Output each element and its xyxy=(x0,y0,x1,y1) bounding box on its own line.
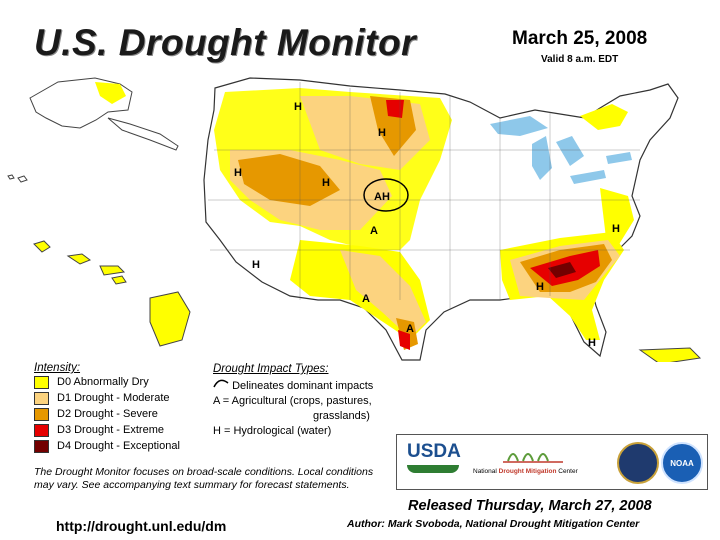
impact-label: H xyxy=(234,167,242,179)
ndmc-suffix: Center xyxy=(558,468,578,475)
legend-label: D2 Drought - Severe xyxy=(57,408,158,420)
release-date: Released Thursday, March 27, 2008 xyxy=(408,498,652,514)
impact-label: H xyxy=(588,337,596,349)
intensity-legend: Intensity: D0 Abnormally Dry D1 Drought … xyxy=(34,362,209,454)
sponsor-logos: USDA National Drought Mitigation Center … xyxy=(396,434,708,490)
ndmc-name: Drought Mitigation xyxy=(498,468,557,475)
impact-agricultural-cont: grasslands) xyxy=(313,410,370,422)
legend-item: D0 Abnormally Dry xyxy=(34,374,209,390)
usda-logo: USDA xyxy=(407,441,461,481)
puerto-rico-inset xyxy=(638,347,702,362)
impact-label: H xyxy=(322,177,330,189)
ndmc-logo: National Drought Mitigation Center xyxy=(473,443,595,483)
legend-label: D3 Drought - Extreme xyxy=(57,424,164,436)
impact-agricultural: A = Agricultural (crops, pastures, xyxy=(213,395,372,407)
map-date: March 25, 2008 xyxy=(512,28,648,49)
swatch-d1 xyxy=(34,391,49,405)
drought-map: H H H H AH A H A A H H H xyxy=(7,77,702,362)
legend-item: D4 Drought - Exceptional xyxy=(34,438,209,454)
ndmc-plant-icon xyxy=(503,453,563,463)
impact-delineates-row: Delineates dominant impacts xyxy=(213,379,398,394)
impact-label: A xyxy=(362,293,370,305)
legend-label: D0 Abnormally Dry xyxy=(57,376,149,388)
impact-delineates: Delineates dominant impacts xyxy=(232,380,374,392)
alaska-inset xyxy=(7,77,179,183)
valid-time: Valid 8 a.m. EDT xyxy=(541,54,619,65)
ndmc-prefix: National xyxy=(473,468,497,475)
author-credit: Author: Mark Svoboda, National Drought M… xyxy=(347,518,640,530)
conus xyxy=(203,77,679,361)
disclaimer-note: The Drought Monitor focuses on broad-sca… xyxy=(34,466,374,491)
impact-label: H xyxy=(378,127,386,139)
impact-label: A xyxy=(406,323,414,335)
impact-label: H xyxy=(536,281,544,293)
swatch-d0 xyxy=(34,375,49,389)
legend-label: D1 Drought - Moderate xyxy=(57,392,170,404)
hawaii-inset xyxy=(33,240,191,347)
boundary-line-icon xyxy=(213,379,229,388)
commerce-seal-icon xyxy=(617,442,659,484)
impact-label: H xyxy=(612,223,620,235)
legend-label: D4 Drought - Exceptional xyxy=(57,440,180,452)
usda-text: USDA xyxy=(407,441,461,462)
noaa-logo: NOAA xyxy=(661,442,703,484)
impact-label: H xyxy=(294,101,302,113)
impact-label: AH xyxy=(374,191,390,203)
legend-item: D3 Drought - Extreme xyxy=(34,422,209,438)
impact-legend: Drought Impact Types: Delineates dominan… xyxy=(213,362,398,439)
intensity-heading: Intensity: xyxy=(34,362,81,374)
impact-label: A xyxy=(370,225,378,237)
page-title: U.S. Drought Monitor xyxy=(34,22,416,63)
swatch-d4 xyxy=(34,439,49,453)
impact-label: H xyxy=(252,259,260,271)
website-link[interactable]: http://drought.unl.edu/dm xyxy=(56,518,227,534)
legend-item: D2 Drought - Severe xyxy=(34,406,209,422)
swatch-d2 xyxy=(34,407,49,421)
swatch-d3 xyxy=(34,423,49,437)
impact-hydrological: H = Hydrological (water) xyxy=(213,425,332,437)
legend-item: D1 Drought - Moderate xyxy=(34,390,209,406)
impact-heading: Drought Impact Types: xyxy=(213,363,329,375)
